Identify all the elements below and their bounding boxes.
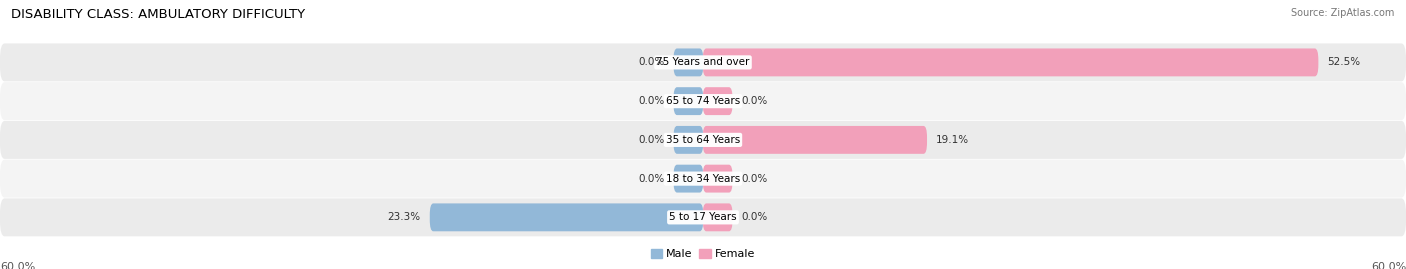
Text: 0.0%: 0.0%	[638, 135, 665, 145]
FancyBboxPatch shape	[703, 87, 733, 115]
FancyBboxPatch shape	[673, 48, 703, 76]
Text: Source: ZipAtlas.com: Source: ZipAtlas.com	[1291, 8, 1395, 18]
Text: 19.1%: 19.1%	[936, 135, 969, 145]
Text: 52.5%: 52.5%	[1327, 57, 1361, 68]
FancyBboxPatch shape	[0, 43, 1406, 82]
Text: 18 to 34 Years: 18 to 34 Years	[666, 174, 740, 184]
Text: 60.0%: 60.0%	[1371, 262, 1406, 269]
FancyBboxPatch shape	[673, 126, 703, 154]
FancyBboxPatch shape	[703, 203, 733, 231]
Text: 0.0%: 0.0%	[638, 174, 665, 184]
Text: 65 to 74 Years: 65 to 74 Years	[666, 96, 740, 106]
Text: 60.0%: 60.0%	[0, 262, 35, 269]
FancyBboxPatch shape	[0, 121, 1406, 159]
FancyBboxPatch shape	[0, 160, 1406, 198]
FancyBboxPatch shape	[0, 198, 1406, 236]
Text: 0.0%: 0.0%	[638, 96, 665, 106]
Text: 0.0%: 0.0%	[742, 96, 768, 106]
Text: 23.3%: 23.3%	[388, 212, 420, 222]
Text: 0.0%: 0.0%	[638, 57, 665, 68]
FancyBboxPatch shape	[0, 82, 1406, 120]
Legend: Male, Female: Male, Female	[647, 244, 759, 263]
Text: 35 to 64 Years: 35 to 64 Years	[666, 135, 740, 145]
Text: 0.0%: 0.0%	[742, 174, 768, 184]
FancyBboxPatch shape	[673, 165, 703, 193]
FancyBboxPatch shape	[703, 126, 927, 154]
Text: 5 to 17 Years: 5 to 17 Years	[669, 212, 737, 222]
Text: 75 Years and over: 75 Years and over	[657, 57, 749, 68]
Text: 0.0%: 0.0%	[742, 212, 768, 222]
Text: DISABILITY CLASS: AMBULATORY DIFFICULTY: DISABILITY CLASS: AMBULATORY DIFFICULTY	[11, 8, 305, 21]
FancyBboxPatch shape	[430, 203, 703, 231]
FancyBboxPatch shape	[673, 87, 703, 115]
FancyBboxPatch shape	[703, 165, 733, 193]
FancyBboxPatch shape	[703, 48, 1319, 76]
